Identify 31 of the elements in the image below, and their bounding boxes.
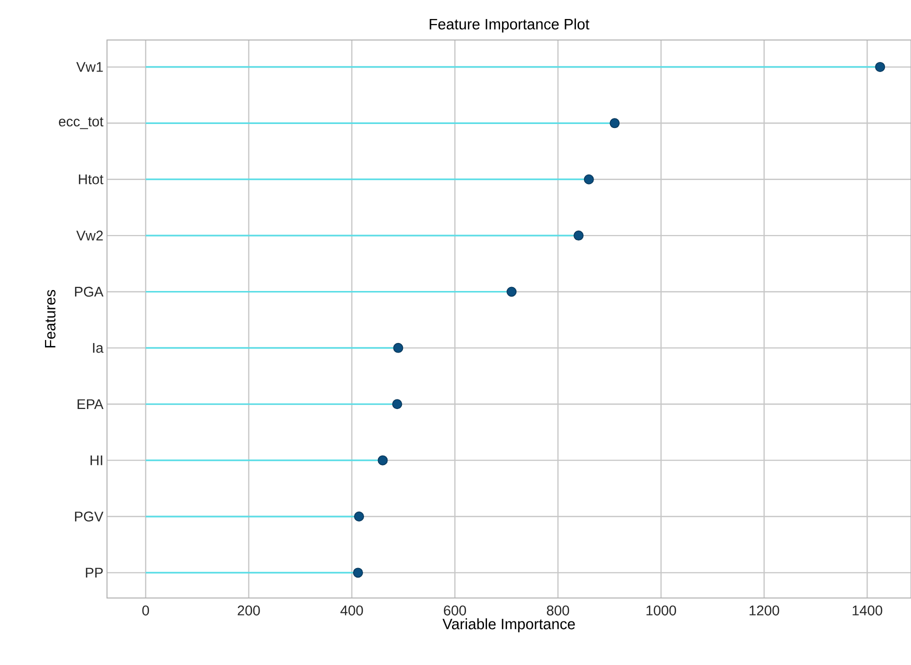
- y-tick-label: Vw1: [76, 62, 103, 72]
- point: [610, 118, 620, 128]
- x-axis-title: Variable Importance: [442, 618, 575, 632]
- point: [506, 286, 517, 297]
- x-tick-label: 400: [340, 606, 363, 616]
- point: [875, 62, 886, 72]
- point: [352, 568, 363, 578]
- y-tick-label: EPA: [78, 399, 104, 409]
- x-tick-label: 200: [238, 606, 260, 616]
- x-tick-label: 800: [546, 606, 570, 616]
- y-tick-label: PGV: [75, 512, 104, 522]
- y-tick-label: PP: [86, 568, 103, 578]
- point: [393, 342, 404, 353]
- x-tick-label: 1000: [646, 606, 676, 616]
- y-tick-label: ecc_tot: [58, 117, 104, 130]
- point: [392, 399, 402, 410]
- point: [354, 512, 364, 522]
- y-tick-label: Htot: [78, 174, 104, 184]
- x-tick-label: 0: [142, 606, 150, 616]
- point: [574, 230, 584, 241]
- x-tick-label: 600: [444, 606, 466, 616]
- y-tick-label: PGA: [75, 286, 104, 297]
- y-tick-label: Ia: [93, 343, 104, 353]
- point: [584, 174, 594, 184]
- y-tick-label: Vw2: [76, 230, 103, 240]
- point: [378, 455, 388, 466]
- chart-title: Feature Importance Plot: [430, 18, 590, 32]
- x-tick-label: 1200: [750, 606, 780, 616]
- y-tick-label: HI: [90, 456, 102, 466]
- x-tick-label: 1400: [852, 606, 882, 616]
- y-axis-title: Features: [45, 290, 56, 348]
